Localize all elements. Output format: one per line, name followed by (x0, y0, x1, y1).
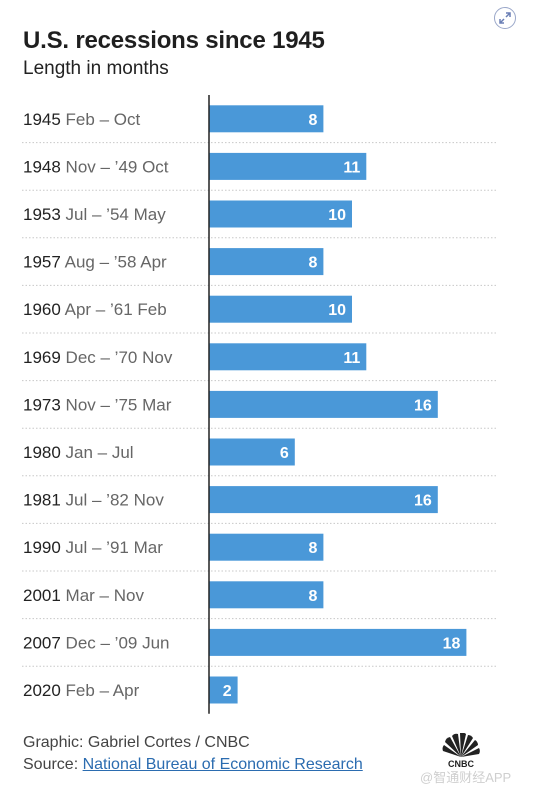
category-label: 1981 Jul – ’82 Nov (23, 491, 164, 510)
category-span: Jul – ’82 Nov (66, 491, 165, 510)
category-label: 2001 Mar – Nov (23, 586, 144, 605)
category-span: Feb – Apr (66, 681, 140, 700)
category-year: 1960 (23, 300, 65, 319)
bar (209, 438, 295, 466)
category-year: 1990 (23, 538, 66, 557)
chart-footer: Graphic: Gabriel Cortes / CNBC Source: N… (23, 732, 363, 776)
data-label: 11 (343, 350, 360, 367)
category-span: Jan – Jul (66, 443, 134, 462)
bar-chart: 1945 Feb – Oct 8 1948 Nov – ’49 Oct 11 1953 … (22, 95, 496, 714)
chart-title: U.S. recessions since 1945 (23, 27, 325, 54)
category-span: Nov – ’75 Mar (66, 395, 172, 414)
data-label: 8 (308, 540, 317, 557)
svg-text:CNBC: CNBC (448, 759, 474, 769)
data-label: 18 (443, 635, 461, 652)
category-span: Feb – Oct (66, 110, 141, 129)
category-span: Dec – ’09 Jun (66, 633, 170, 652)
category-span: Dec – ’70 Nov (66, 348, 173, 367)
category-label: 1948 Nov – ’49 Oct (23, 157, 169, 176)
bar (209, 105, 324, 133)
source-label: Source: (23, 756, 83, 773)
data-label: 10 (328, 207, 346, 224)
category-span: Apr – ’61 Feb (65, 300, 167, 319)
bar (209, 152, 367, 180)
category-year: 1980 (23, 443, 66, 462)
category-label: 1957 Aug – ’58 Apr (23, 253, 167, 272)
data-label: 16 (414, 493, 432, 510)
category-span: Jul – ’91 Mar (66, 538, 164, 557)
data-label: 8 (308, 112, 317, 129)
source-line: Source: National Bureau of Economic Rese… (23, 754, 363, 776)
data-label: 2 (223, 683, 232, 700)
data-label: 8 (308, 588, 317, 605)
category-label: 2007 Dec – ’09 Jun (23, 633, 170, 652)
bar (209, 295, 352, 323)
expand-icon (499, 12, 511, 24)
category-year: 1948 (23, 157, 66, 176)
bar (209, 533, 324, 561)
category-label: 2020 Feb – Apr (23, 681, 140, 700)
source-link[interactable]: National Bureau of Economic Research (82, 756, 363, 773)
graphic-credit: Graphic: Gabriel Cortes / CNBC (23, 734, 250, 751)
bar (209, 486, 438, 514)
bar (209, 248, 324, 276)
bar (209, 628, 467, 656)
category-year: 1945 (23, 110, 66, 129)
category-label: 1969 Dec – ’70 Nov (23, 348, 173, 367)
category-year: 1953 (23, 205, 66, 224)
category-label: 1980 Jan – Jul (23, 443, 134, 462)
bar (209, 581, 324, 609)
watermark: @智通财经APP (420, 770, 512, 785)
expand-button[interactable] (494, 7, 516, 29)
chart-subtitle: Length in months (23, 58, 169, 79)
peacock-logo-icon: CNBC (442, 733, 480, 769)
category-year: 2007 (23, 633, 66, 652)
category-year: 1957 (23, 253, 65, 272)
category-year: 1973 (23, 395, 66, 414)
data-label: 8 (308, 255, 317, 272)
bar (209, 343, 367, 371)
category-year: 2020 (23, 681, 66, 700)
category-year: 1981 (23, 491, 66, 510)
category-span: Jul – ’54 May (66, 205, 167, 224)
category-label: 1945 Feb – Oct (23, 110, 140, 129)
bar (209, 390, 438, 418)
category-span: Aug – ’58 Apr (65, 253, 167, 272)
category-label: 1973 Nov – ’75 Mar (23, 395, 172, 414)
data-label: 11 (343, 159, 360, 176)
category-label: 1990 Jul – ’91 Mar (23, 538, 163, 557)
bar (209, 200, 352, 228)
data-label: 10 (328, 302, 346, 319)
category-label: 1960 Apr – ’61 Feb (23, 300, 167, 319)
category-label: 1953 Jul – ’54 May (23, 205, 166, 224)
bar (209, 676, 238, 704)
category-year: 1969 (23, 348, 66, 367)
category-span: Mar – Nov (66, 586, 145, 605)
category-year: 2001 (23, 586, 66, 605)
data-label: 6 (280, 445, 289, 462)
data-label: 16 (414, 397, 432, 414)
category-span: Nov – ’49 Oct (66, 157, 169, 176)
